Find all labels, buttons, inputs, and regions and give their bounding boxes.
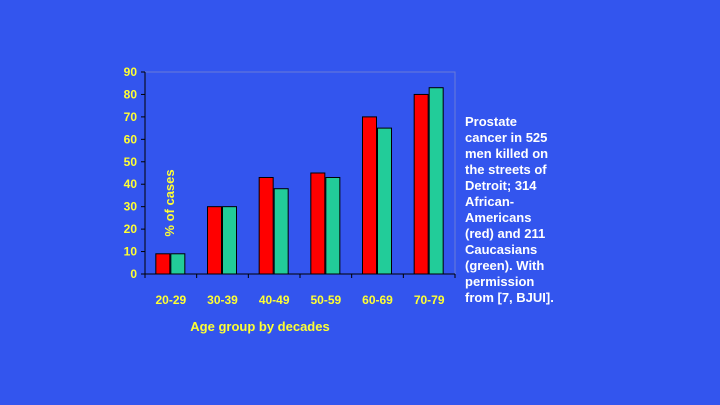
y-tick-label: 70 bbox=[124, 110, 138, 124]
x-tick-label: 30-39 bbox=[207, 293, 238, 307]
x-tick-labels: 20-29 30-39 40-49 50-59 60-69 70-79 bbox=[155, 293, 444, 307]
x-tick-label: 70-79 bbox=[414, 293, 445, 307]
y-tick-labels: 0 10 20 30 40 50 60 70 80 90 bbox=[124, 65, 138, 281]
bar-series2-40-49 bbox=[273, 188, 289, 275]
bar-series1-70-79 bbox=[413, 93, 429, 275]
caption-text: Prostate cancer in 525 men killed on the… bbox=[465, 114, 554, 305]
bar-series2-50-59 bbox=[325, 176, 341, 275]
y-tick-label: 10 bbox=[124, 245, 138, 259]
bar-series2-20-29 bbox=[170, 253, 186, 275]
y-tick-label: 60 bbox=[124, 132, 138, 146]
y-tick-label: 90 bbox=[124, 65, 138, 79]
y-tick-label: 0 bbox=[130, 267, 137, 281]
y-axis-title: % of cases bbox=[162, 169, 177, 236]
x-tick-label: 40-49 bbox=[259, 293, 290, 307]
y-tick-label: 40 bbox=[124, 177, 138, 191]
x-tick-label: 20-29 bbox=[155, 293, 186, 307]
bar-series1-40-49 bbox=[258, 176, 274, 275]
y-tick-label: 50 bbox=[124, 155, 138, 169]
bar-series1-30-39 bbox=[207, 206, 222, 275]
bar-series2-60-69 bbox=[377, 127, 392, 275]
bar-series2-70-79 bbox=[428, 87, 444, 275]
plot-area bbox=[144, 71, 456, 275]
y-tick-label: 30 bbox=[124, 200, 138, 214]
axis-ticks bbox=[141, 71, 456, 278]
bars bbox=[155, 87, 444, 275]
x-tick-label: 50-59 bbox=[310, 293, 341, 307]
x-tick-label: 60-69 bbox=[362, 293, 393, 307]
bar-series1-50-59 bbox=[310, 172, 326, 275]
y-tick-label: 80 bbox=[124, 87, 138, 101]
bar-series1-60-69 bbox=[362, 116, 377, 275]
x-axis-title: Age group by decades bbox=[190, 319, 329, 334]
bar-series1-20-29 bbox=[155, 253, 171, 275]
y-tick-label: 20 bbox=[124, 222, 138, 236]
bar-series2-30-39 bbox=[222, 206, 237, 275]
